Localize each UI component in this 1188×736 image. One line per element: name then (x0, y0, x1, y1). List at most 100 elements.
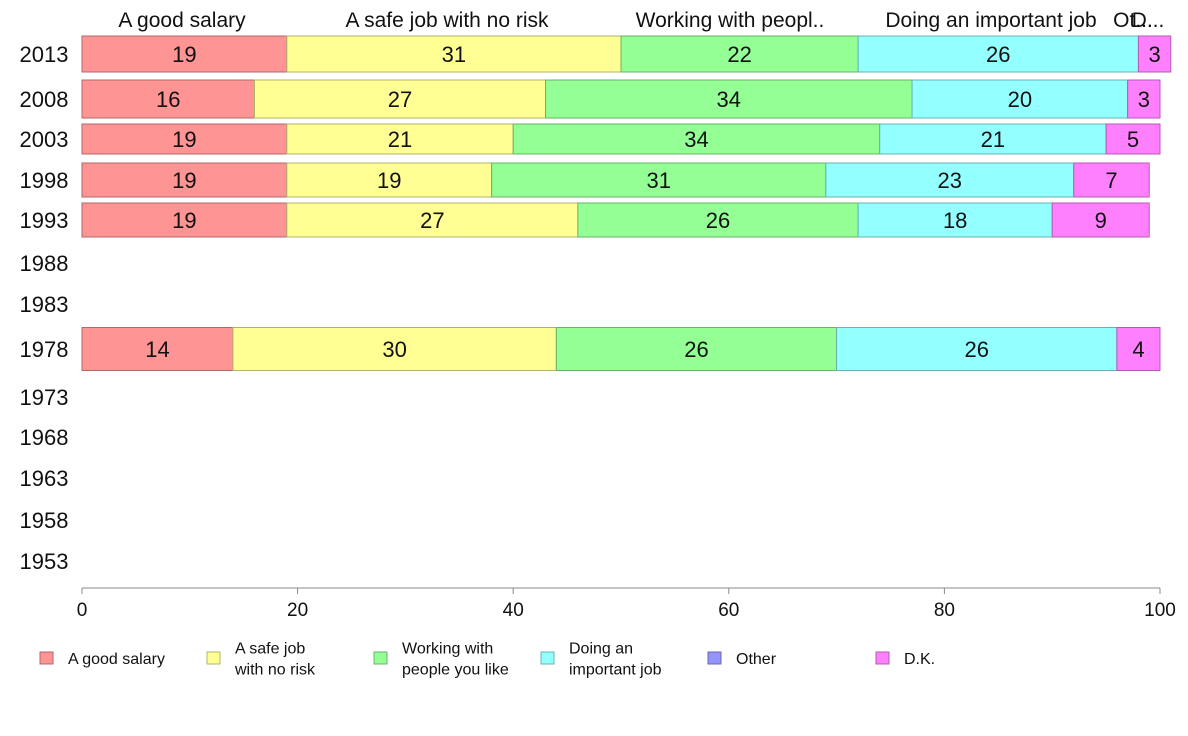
bar-segment-1993-d-k (1051, 202, 1150, 238)
bar-segment-2013-d-k (1137, 35, 1172, 73)
bar-segment-1998-working-with-people-you-like (491, 162, 827, 198)
data-label-2008-working-with-people-you-like: 34 (717, 87, 741, 112)
x-axis: 0 20 40 60 80 100 (77, 587, 1176, 621)
legend-label-other: Other (736, 651, 777, 668)
year-label-1968: 1968 (20, 425, 69, 450)
bar-segment-2003-working-with-people-you-like (512, 123, 881, 155)
x-tick-label-60: 60 (718, 600, 739, 621)
legend-label-working-with-people-you-like-line-2: people you like (402, 662, 509, 679)
bar-segment-1993-doing-an-important-job (857, 202, 1053, 238)
legend-item-working-with-people-you-like: Working with people you like (373, 641, 509, 679)
column-header-doing-an-important-job: Doing an important job (885, 9, 1096, 32)
legend-item-a-good-salary: A good salary (39, 651, 165, 668)
data-label-1993-doing-an-important-job: 18 (943, 208, 967, 233)
data-label-1998-d-k: 7 (1105, 168, 1117, 193)
legend-swatch-doing-an-important-job (540, 651, 555, 665)
column-header-other: Ot... (1113, 9, 1153, 32)
bar-segment-2003-d-k (1105, 123, 1161, 155)
data-label-2013-d-k: 3 (1148, 42, 1160, 67)
legend-label-d-k: D.K. (904, 651, 935, 668)
column-header-working-with-people-you-like: Working with peopl.. (636, 9, 825, 32)
bar-segment-2008-doing-an-important-job (911, 79, 1129, 119)
bar-row-1978: 14 30 26 26 4 (81, 327, 1161, 371)
year-label-1973: 1973 (20, 385, 69, 410)
bar-segment-1998-d-k (1073, 162, 1150, 198)
x-tick-label-80: 80 (934, 600, 955, 621)
year-label-1953: 1953 (20, 549, 69, 574)
data-label-2003-a-safe-job-with-no-risk: 21 (388, 127, 412, 152)
x-tick-label-20: 20 (287, 600, 308, 621)
data-label-2003-working-with-people-you-like: 34 (684, 127, 708, 152)
x-tick-label-0: 0 (77, 600, 88, 621)
bar-segment-1978-working-with-people-you-like (555, 327, 838, 371)
bar-segment-1978-d-k (1116, 327, 1161, 371)
legend-label-doing-an-important-job-line-2: important job (569, 662, 662, 679)
data-label-2003-doing-an-important-job: 21 (981, 127, 1005, 152)
column-headers: A good salary A safe job with no risk Work… (118, 9, 1164, 32)
legend-item-other: Other (707, 651, 777, 668)
x-tick-label-100: 100 (1144, 600, 1176, 621)
year-label-1993: 1993 (20, 208, 69, 233)
bar-segment-2013-a-safe-job-with-no-risk (286, 35, 622, 73)
data-label-1978-d-k: 4 (1132, 337, 1144, 362)
year-label-1988: 1988 (20, 251, 69, 276)
year-label-2008: 2008 (20, 87, 69, 112)
data-label-1978-a-safe-job-with-no-risk: 30 (382, 337, 406, 362)
bars: 19 31 22 26 3 16 27 34 20 3 19 21 34 21 5 19 19 31 23 7 19 27… (81, 35, 1172, 371)
legend-label-a-good-salary: A good salary (68, 651, 165, 668)
data-label-2008-d-k: 3 (1138, 87, 1150, 112)
legend-item-doing-an-important-job: Doing an important job (540, 641, 662, 679)
year-label-1963: 1963 (20, 466, 69, 491)
legend: A good salary A safe job with no risk Worki… (39, 641, 935, 679)
legend-swatch-other (707, 651, 722, 665)
bar-segment-2008-a-good-salary (81, 79, 255, 119)
bar-row-1998: 19 19 31 23 7 (81, 162, 1150, 198)
bar-segment-1993-a-safe-job-with-no-risk (286, 202, 579, 238)
data-label-2013-doing-an-important-job: 26 (986, 42, 1010, 67)
legend-swatch-working-with-people-you-like (373, 651, 388, 665)
data-label-1993-a-good-salary: 19 (172, 208, 196, 233)
data-label-2003-d-k: 5 (1127, 127, 1139, 152)
year-label-2013: 2013 (20, 42, 69, 67)
data-label-1978-a-good-salary: 14 (145, 337, 169, 362)
bar-row-1993: 19 27 26 18 9 (81, 202, 1150, 238)
data-label-2008-a-safe-job-with-no-risk: 27 (388, 87, 412, 112)
data-label-1978-doing-an-important-job: 26 (964, 337, 988, 362)
data-label-2013-a-good-salary: 19 (172, 42, 196, 67)
bar-segment-1978-a-safe-job-with-no-risk (232, 327, 557, 371)
data-label-2013-working-with-people-you-like: 22 (727, 42, 751, 67)
column-header-a-good-salary: A good salary (118, 9, 246, 32)
bar-row-2008: 16 27 34 20 3 (81, 79, 1161, 119)
legend-item-d-k: D.K. (875, 651, 935, 668)
bar-segment-2008-d-k (1127, 79, 1161, 119)
data-label-1998-a-safe-job-with-no-risk: 19 (377, 168, 401, 193)
legend-label-a-safe-job-with-no-risk-line-1: A safe job (235, 641, 305, 658)
year-label-1958: 1958 (20, 508, 69, 533)
bar-row-2013: 19 31 22 26 3 (81, 35, 1172, 73)
data-label-1998-a-good-salary: 19 (172, 168, 196, 193)
bar-segment-1998-doing-an-important-job (825, 162, 1075, 198)
data-label-1993-a-safe-job-with-no-risk: 27 (420, 208, 444, 233)
data-label-2008-doing-an-important-job: 20 (1008, 87, 1032, 112)
legend-label-a-safe-job-with-no-risk-line-2: with no risk (234, 662, 316, 679)
x-tick-label-40: 40 (503, 600, 524, 621)
column-header-d-k: D... (1132, 9, 1165, 32)
data-label-1978-working-with-people-you-like: 26 (684, 337, 708, 362)
legend-label-doing-an-important-job-line-1: Doing an (569, 641, 633, 658)
legend-swatch-d-k (875, 651, 890, 665)
year-label-1978: 1978 (20, 337, 69, 362)
legend-item-a-safe-job-with-no-risk: A safe job with no risk (206, 641, 316, 679)
legend-swatch-a-safe-job-with-no-risk (206, 651, 221, 665)
data-label-1993-d-k: 9 (1095, 208, 1107, 233)
data-label-1993-working-with-people-you-like: 26 (706, 208, 730, 233)
year-label-1983: 1983 (20, 292, 69, 317)
data-label-2013-a-safe-job-with-no-risk: 31 (442, 42, 466, 67)
bar-segment-2008-a-safe-job-with-no-risk (253, 79, 547, 119)
bar-segment-1978-doing-an-important-job (836, 327, 1118, 371)
bar-segment-2003-a-good-salary (81, 123, 288, 155)
bar-segment-2008-working-with-people-you-like (545, 79, 913, 119)
year-label-2003: 2003 (20, 127, 69, 152)
data-label-1998-doing-an-important-job: 23 (938, 168, 962, 193)
column-header-a-safe-job-with-no-risk: A safe job with no risk (345, 9, 549, 32)
